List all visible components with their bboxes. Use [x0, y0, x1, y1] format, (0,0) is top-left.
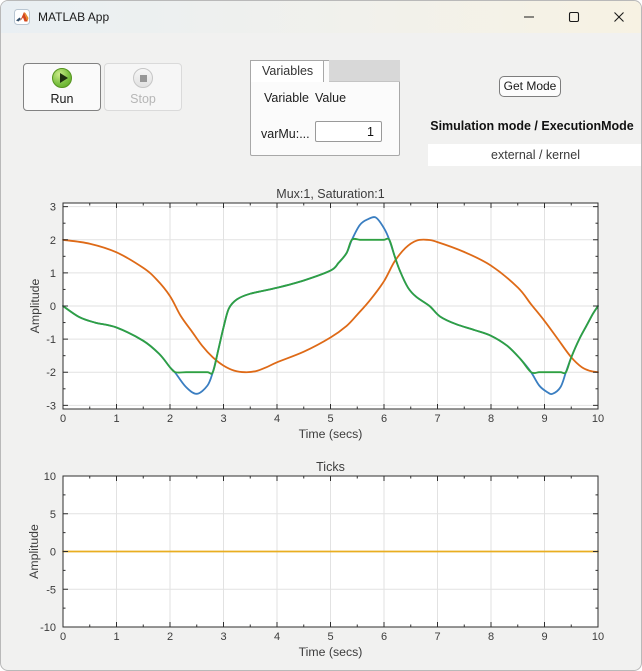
- ticks-chart: 0 1 2 3 4 5 6 7 8 9 10 -10 -5 0 5 10 Ticks Time (secs) Amp…: [21, 456, 633, 666]
- stop-button[interactable]: Stop: [104, 63, 182, 111]
- svg-text:6: 6: [381, 413, 387, 425]
- svg-text:-10: -10: [40, 622, 56, 634]
- svg-text:-3: -3: [46, 400, 56, 412]
- svg-text:3: 3: [220, 413, 226, 425]
- svg-text:6: 6: [381, 631, 387, 643]
- run-button-label: Run: [50, 92, 74, 106]
- close-button[interactable]: [596, 1, 641, 33]
- svg-text:-1: -1: [46, 334, 56, 346]
- svg-text:-5: -5: [46, 584, 56, 596]
- svg-text:Amplitude: Amplitude: [28, 279, 42, 334]
- svg-text:Mux:1, Saturation:1: Mux:1, Saturation:1: [276, 187, 384, 201]
- svg-text:10: 10: [44, 471, 56, 483]
- stop-button-label: Stop: [130, 92, 156, 106]
- titlebar: MATLAB App: [1, 1, 641, 33]
- stop-icon: [133, 68, 153, 88]
- window-title: MATLAB App: [38, 10, 110, 24]
- column-header-value: Value: [315, 91, 347, 105]
- matlab-logo-icon: [14, 9, 30, 25]
- svg-text:1: 1: [113, 413, 119, 425]
- svg-text:1: 1: [113, 631, 119, 643]
- svg-text:9: 9: [541, 413, 547, 425]
- svg-text:7: 7: [434, 413, 440, 425]
- get-mode-button[interactable]: Get Mode: [499, 76, 561, 97]
- svg-text:2: 2: [50, 235, 56, 247]
- variable-value-input[interactable]: [315, 121, 382, 142]
- svg-text:10: 10: [592, 631, 604, 643]
- svg-text:0: 0: [50, 547, 56, 559]
- svg-text:3: 3: [50, 202, 56, 214]
- svg-text:Time (secs): Time (secs): [299, 427, 363, 441]
- svg-text:9: 9: [541, 631, 547, 643]
- minimize-button[interactable]: [506, 1, 551, 33]
- svg-text:0: 0: [50, 301, 56, 313]
- variables-panel: Variables Variable Value varMu:...: [250, 60, 400, 156]
- svg-text:10: 10: [592, 413, 604, 425]
- variable-name-label: varMu:...: [261, 127, 310, 141]
- close-icon: [613, 12, 624, 22]
- svg-text:5: 5: [50, 509, 56, 521]
- simulation-mode-caption: Simulation mode / ExecutionMode: [430, 119, 634, 133]
- svg-text:Amplitude: Amplitude: [27, 524, 41, 579]
- svg-text:Ticks: Ticks: [316, 460, 345, 474]
- tab-strip-filler: [329, 60, 400, 82]
- tab-variables[interactable]: Variables: [250, 60, 324, 82]
- svg-text:2: 2: [167, 631, 173, 643]
- svg-text:Time (secs): Time (secs): [299, 645, 363, 659]
- svg-text:3: 3: [220, 631, 226, 643]
- run-icon: [52, 68, 72, 88]
- minimize-icon: [523, 16, 534, 18]
- column-header-variable: Variable: [264, 91, 309, 105]
- svg-text:4: 4: [274, 413, 280, 425]
- mux-saturation-chart: 0 1 2 3 4 5 6 7 8 9 10 -3 -2 -1 0 1 2 3 Mux:1, Saturation:…: [21, 183, 633, 451]
- maximize-icon: [568, 11, 579, 23]
- svg-text:5: 5: [327, 413, 333, 425]
- run-button[interactable]: Run: [23, 63, 101, 111]
- svg-text:2: 2: [167, 413, 173, 425]
- svg-text:-2: -2: [46, 367, 56, 379]
- svg-text:4: 4: [274, 631, 280, 643]
- svg-text:0: 0: [60, 413, 66, 425]
- svg-text:8: 8: [488, 631, 494, 643]
- simulation-mode-value: external / kernel: [428, 144, 641, 166]
- svg-text:0: 0: [60, 631, 66, 643]
- svg-text:7: 7: [434, 631, 440, 643]
- maximize-button[interactable]: [551, 1, 596, 33]
- svg-text:1: 1: [50, 268, 56, 280]
- svg-text:5: 5: [327, 631, 333, 643]
- svg-text:8: 8: [488, 413, 494, 425]
